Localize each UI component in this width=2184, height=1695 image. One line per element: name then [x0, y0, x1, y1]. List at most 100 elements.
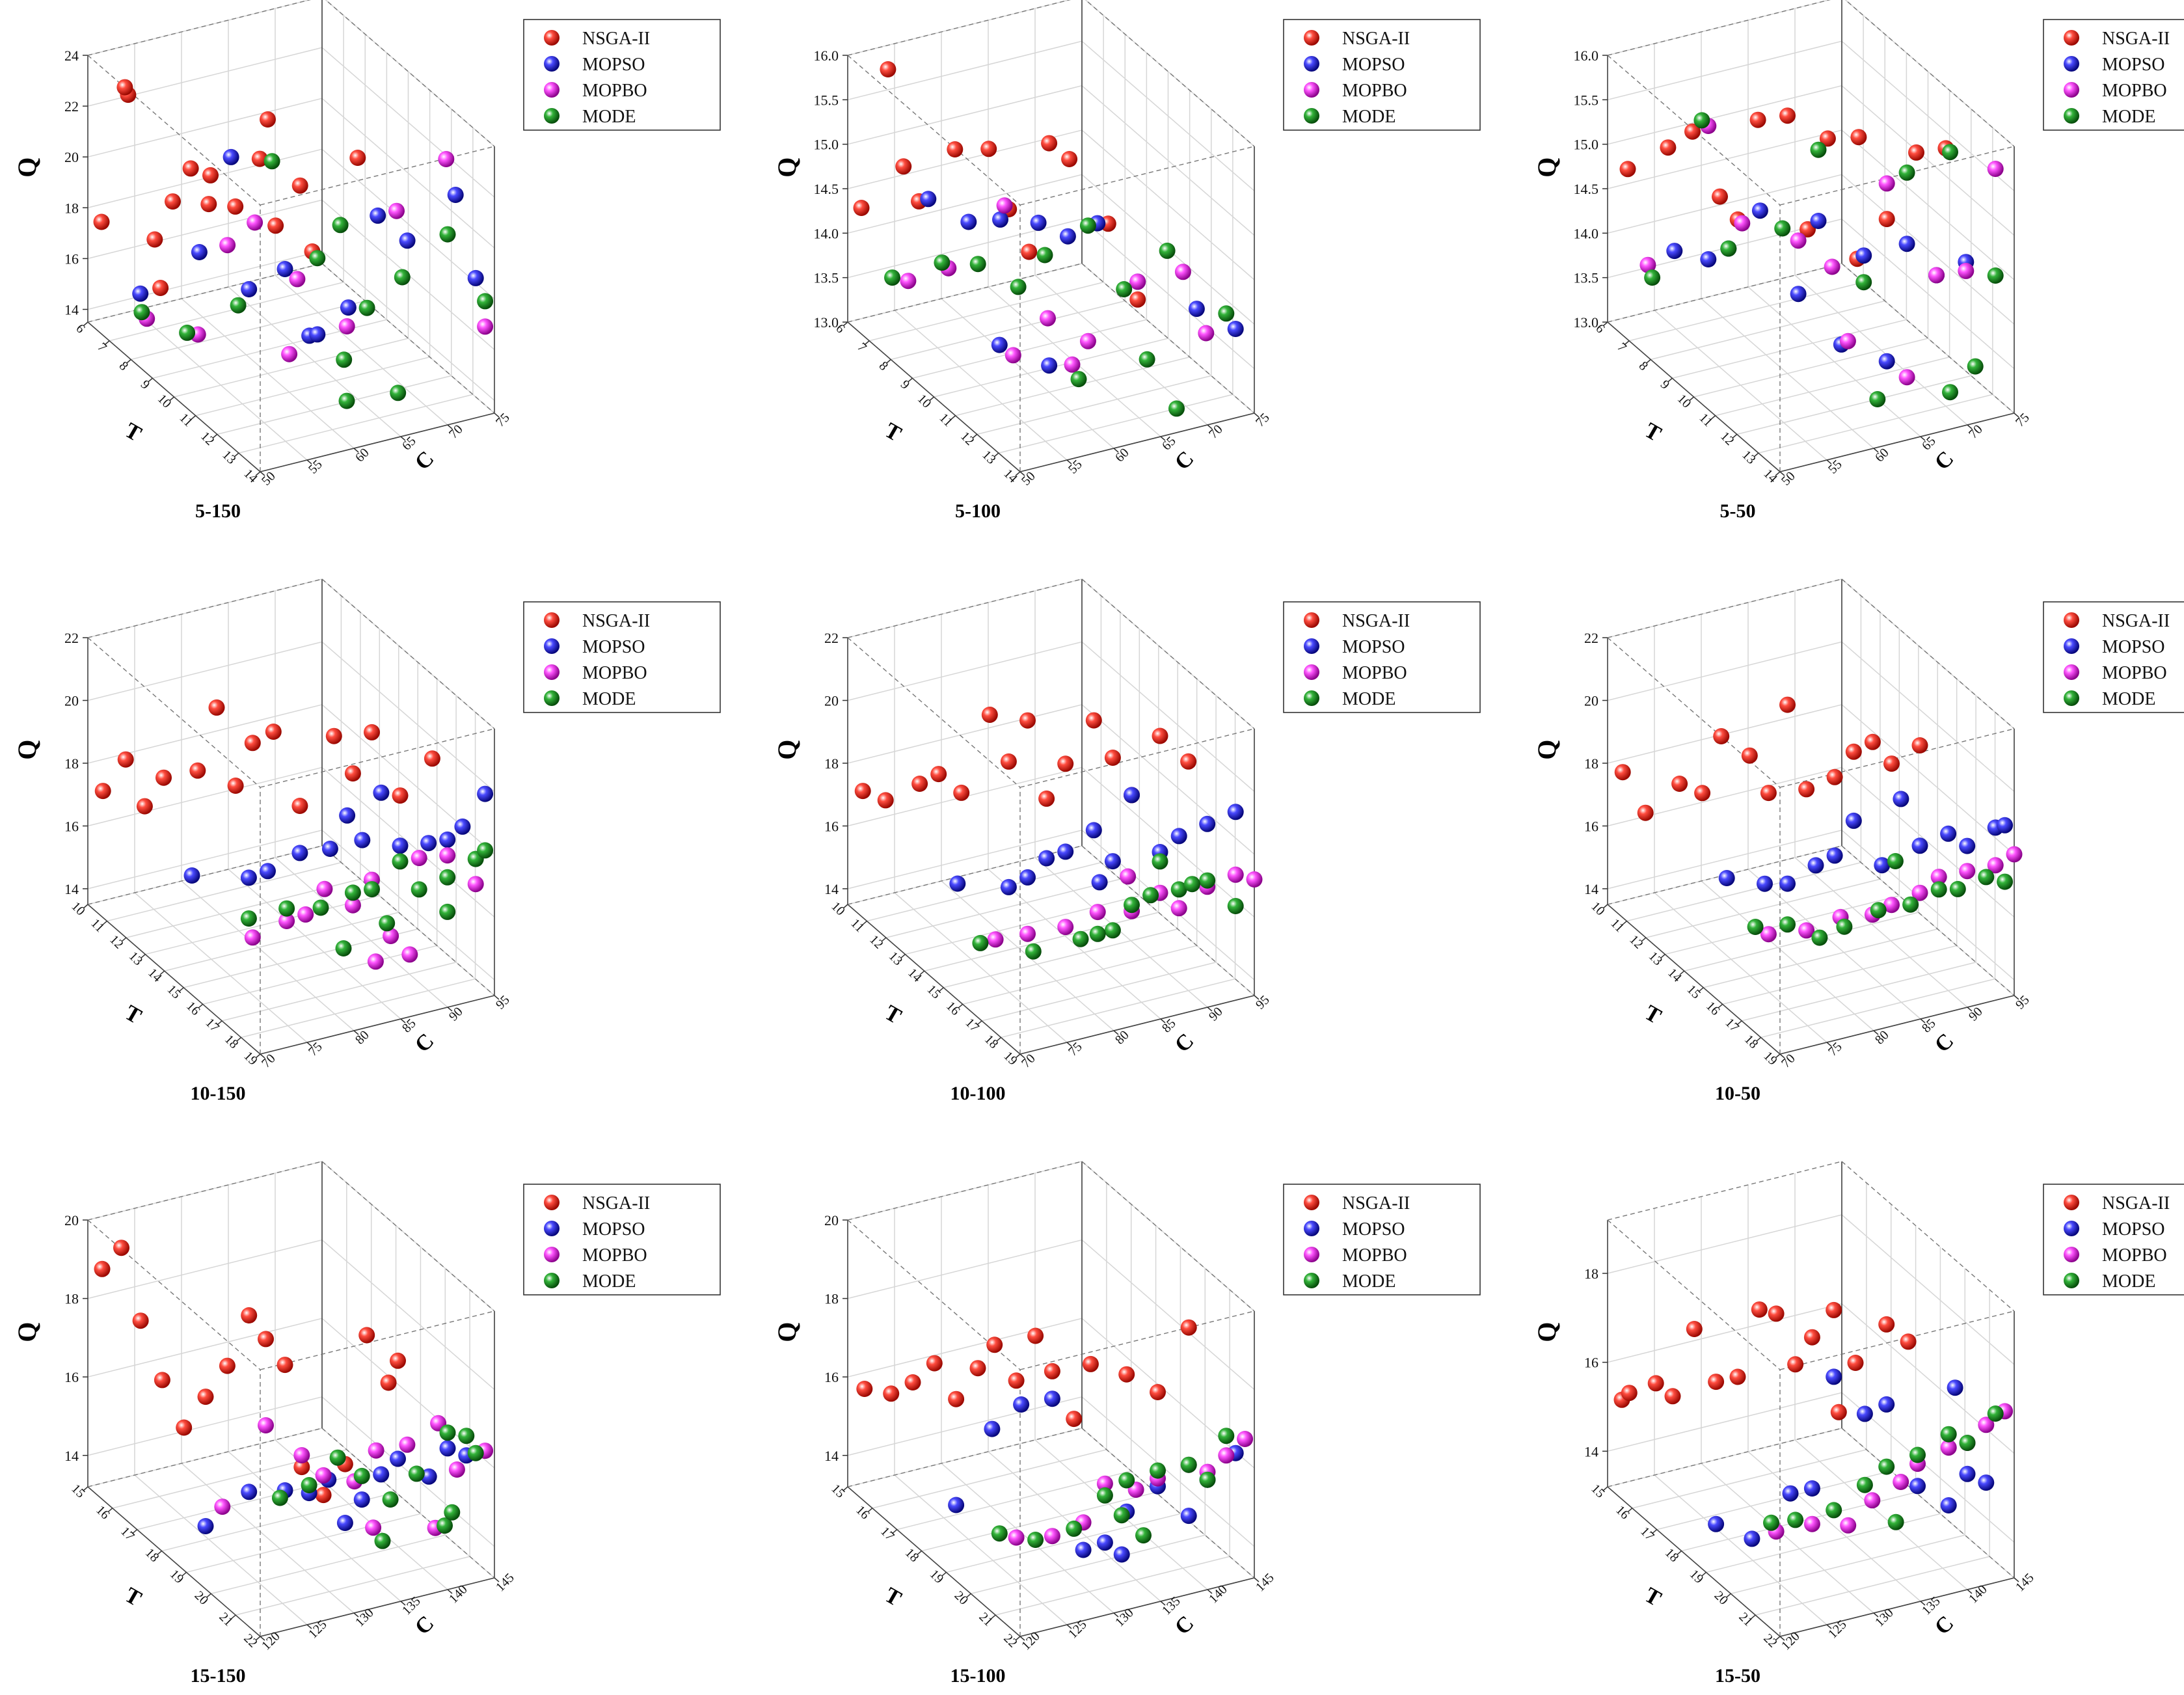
y-tick — [306, 1042, 312, 1047]
data-point-MOPSO — [1856, 1405, 1873, 1422]
x-tick — [1645, 359, 1651, 364]
data-point-MOPSO — [949, 875, 966, 892]
data-point-MOPSO — [1898, 236, 1915, 252]
legend-marker — [2064, 1247, 2079, 1262]
data-point-NSGA-II — [291, 177, 308, 194]
z-tick-label: 15.5 — [1574, 92, 1599, 108]
x-tick — [867, 1508, 873, 1513]
z-axis-label: Q — [1532, 740, 1561, 760]
axis-edge — [1607, 1428, 1842, 1487]
x-tick — [1602, 1486, 1608, 1491]
data-point-NSGA-II — [1152, 727, 1168, 744]
z-tick-label: 16 — [1584, 818, 1598, 834]
axis-edge — [1019, 413, 1255, 472]
axis-edge — [321, 1428, 495, 1579]
data-point-NSGA-II — [276, 1357, 293, 1374]
data-point-MOPBO — [315, 1467, 332, 1484]
data-point-MOPBO — [439, 847, 456, 864]
data-point-MODE — [1887, 853, 1904, 869]
data-point-MODE — [1787, 1512, 1804, 1528]
legend: NSGA-II MOPSO MOPBO MODE — [2043, 1184, 2184, 1295]
x-tick — [1698, 987, 1704, 992]
y-tick — [1873, 1030, 1879, 1035]
z-tick-label: 16 — [64, 1369, 79, 1385]
y-tick — [1779, 471, 1785, 476]
series-MOPBO — [1760, 846, 2023, 943]
data-point-NSGA-II — [1180, 1319, 1197, 1336]
chart-title: 15-50 — [1715, 1665, 1760, 1687]
legend-marker — [1304, 690, 1319, 706]
x-tick — [132, 1529, 138, 1534]
gridline — [1034, 591, 1208, 1008]
x-tick — [101, 920, 107, 926]
data-point-MODE — [1836, 918, 1853, 935]
series-MOPSO — [949, 787, 1244, 895]
axis-edge — [260, 1577, 495, 1637]
x-tick — [234, 452, 239, 457]
axis-edge — [847, 845, 1083, 905]
data-points — [853, 61, 1244, 417]
data-point-MODE — [1218, 1428, 1235, 1444]
data-point-NSGA-II — [94, 1260, 111, 1277]
data-point-NSGA-II — [200, 196, 217, 213]
data-point-NSGA-II — [258, 1331, 274, 1348]
data-point-NSGA-II — [154, 1372, 170, 1389]
y-tick — [353, 1612, 359, 1618]
y-tick — [1019, 1636, 1025, 1641]
data-point-MOPBO — [1089, 904, 1106, 921]
chart-title: 5-150 — [195, 500, 241, 522]
chart-title: 15-150 — [191, 1665, 246, 1687]
axis-edge — [325, 0, 495, 147]
data-point-NSGA-II — [1712, 188, 1728, 205]
x-tick — [83, 321, 88, 327]
data-point-NSGA-II — [1129, 291, 1146, 308]
data-point-MODE — [1811, 929, 1828, 946]
data-point-NSGA-II — [1850, 129, 1867, 146]
data-point-MOPBO — [448, 1461, 465, 1478]
data-point-NSGA-II — [1878, 211, 1895, 228]
legend: NSGA-II MOPSO MOPBO MODE — [2043, 19, 2184, 131]
data-point-NSGA-II — [911, 776, 928, 792]
data-point-MOPBO — [344, 897, 361, 914]
data-point-MODE — [1066, 1520, 1083, 1537]
data-points — [94, 699, 494, 970]
x-tick — [900, 954, 906, 959]
y-tick — [447, 1589, 453, 1594]
x-tick — [1775, 1053, 1781, 1059]
data-point-MOPSO — [1718, 870, 1735, 886]
y-tick — [1254, 995, 1260, 1000]
axis-box-back — [847, 578, 1255, 1054]
data-point-NSGA-II — [267, 217, 284, 234]
data-point-NSGA-II — [856, 1381, 873, 1397]
data-point-MODE — [991, 1525, 1008, 1542]
data-point-MOPBO — [219, 237, 236, 254]
data-point-NSGA-II — [146, 231, 163, 248]
legend-label: MOPSO — [1342, 55, 1405, 75]
data-point-MOPSO — [920, 191, 937, 208]
data-point-NSGA-II — [93, 213, 110, 230]
data-point-MOPBO — [1840, 1517, 1857, 1534]
legend: NSGA-II MOPSO MOPBO MODE — [1283, 1184, 1481, 1295]
data-point-NSGA-II — [926, 1355, 943, 1372]
x-tick — [178, 987, 184, 992]
x-tick — [147, 377, 153, 383]
data-point-MODE — [458, 1428, 475, 1444]
data-point-MODE — [477, 842, 494, 859]
z-tick-label: 18 — [824, 755, 839, 772]
data-point-MODE — [1168, 400, 1185, 417]
z-tick-label: 16 — [64, 251, 79, 267]
axis-edge — [87, 0, 311, 56]
axis-edge — [1607, 1486, 1781, 1637]
gridline — [1794, 591, 1968, 1008]
legend-marker — [2064, 1195, 2079, 1210]
y-tick — [1019, 1053, 1025, 1059]
axis-edge — [87, 845, 323, 905]
axis-edge — [1841, 1428, 2015, 1579]
data-point-MODE — [278, 900, 295, 917]
data-point-NSGA-II — [176, 1419, 193, 1436]
data-point-MOPBO — [1227, 866, 1244, 883]
data-point-MOPSO — [1104, 853, 1121, 870]
x-tick — [1753, 452, 1759, 457]
